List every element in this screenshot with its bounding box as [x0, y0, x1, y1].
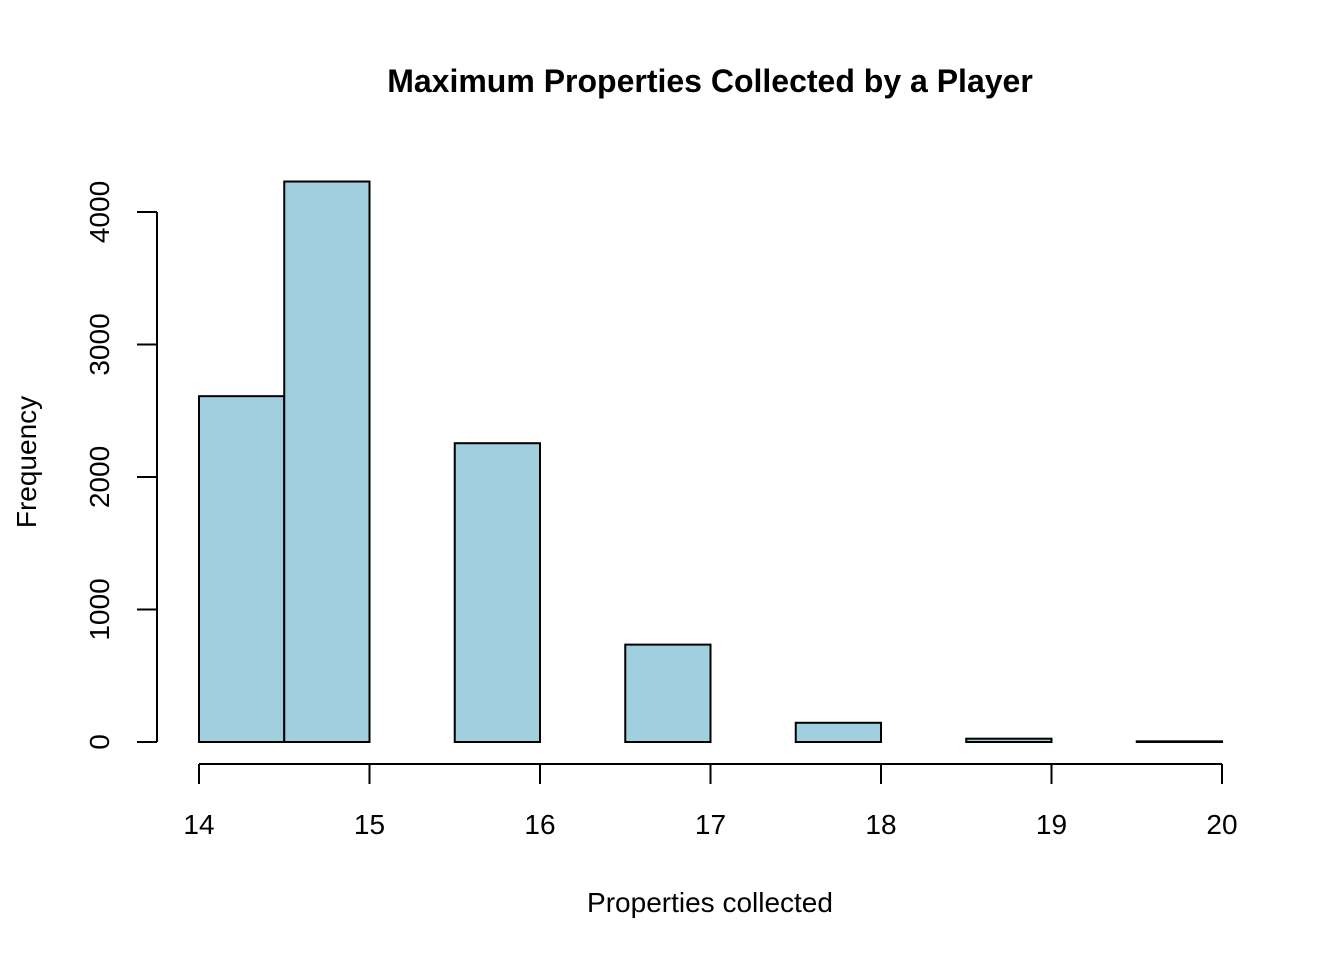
x-tick-label: 17 [695, 809, 726, 840]
x-tick-label: 15 [354, 809, 385, 840]
y-tick-label: 4000 [84, 181, 115, 243]
y-axis: 0 1000 2000 3000 4000 [84, 181, 158, 750]
y-tick-label: 2000 [84, 446, 115, 508]
y-axis-label: Frequency [11, 396, 42, 528]
bars-group [198, 180, 1223, 744]
histogram-bar [965, 737, 1053, 743]
histogram-bar [198, 395, 286, 743]
x-tick-label: 18 [865, 809, 896, 840]
histogram-bar [283, 180, 371, 743]
x-axis: 14 15 16 17 18 19 20 [183, 763, 1238, 840]
histogram-bar [624, 643, 712, 743]
x-tick-label: 19 [1036, 809, 1067, 840]
x-tick-label: 20 [1206, 809, 1237, 840]
y-tick-label: 0 [84, 734, 115, 750]
histogram-bar [453, 442, 541, 743]
chart-title: Maximum Properties Collected by a Player [387, 63, 1033, 99]
x-tick-label: 14 [183, 809, 214, 840]
histogram-bar [1135, 740, 1223, 744]
y-tick-label: 3000 [84, 313, 115, 375]
histogram-bar [794, 721, 882, 743]
x-axis-label: Properties collected [587, 887, 833, 918]
y-tick-label: 1000 [84, 578, 115, 640]
x-tick-label: 16 [524, 809, 555, 840]
